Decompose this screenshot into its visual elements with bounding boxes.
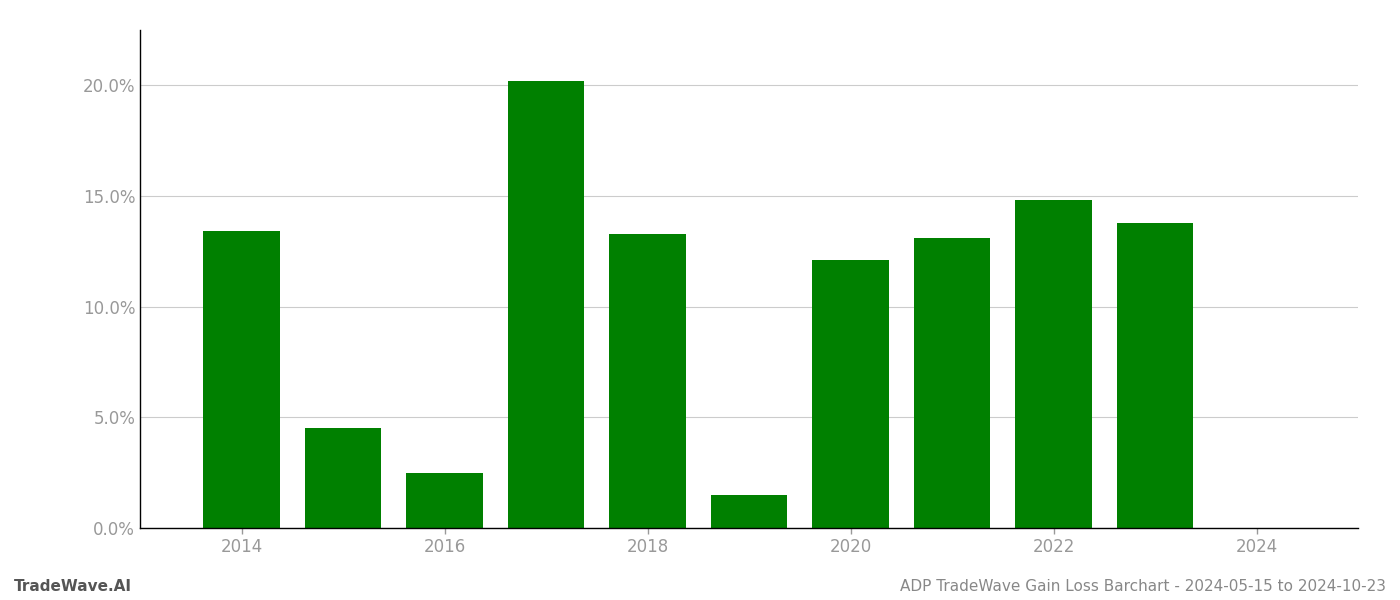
Bar (1015, 200, 1092, 528)
Bar (406, 473, 483, 528)
Bar (609, 233, 686, 528)
Bar (812, 260, 889, 528)
Bar (508, 81, 584, 528)
Text: ADP TradeWave Gain Loss Barchart - 2024-05-15 to 2024-10-23: ADP TradeWave Gain Loss Barchart - 2024-… (900, 579, 1386, 594)
Bar (203, 232, 280, 528)
Bar (305, 428, 381, 528)
Bar (1117, 223, 1193, 528)
Text: TradeWave.AI: TradeWave.AI (14, 579, 132, 594)
Bar (711, 495, 787, 528)
Bar (914, 238, 990, 528)
